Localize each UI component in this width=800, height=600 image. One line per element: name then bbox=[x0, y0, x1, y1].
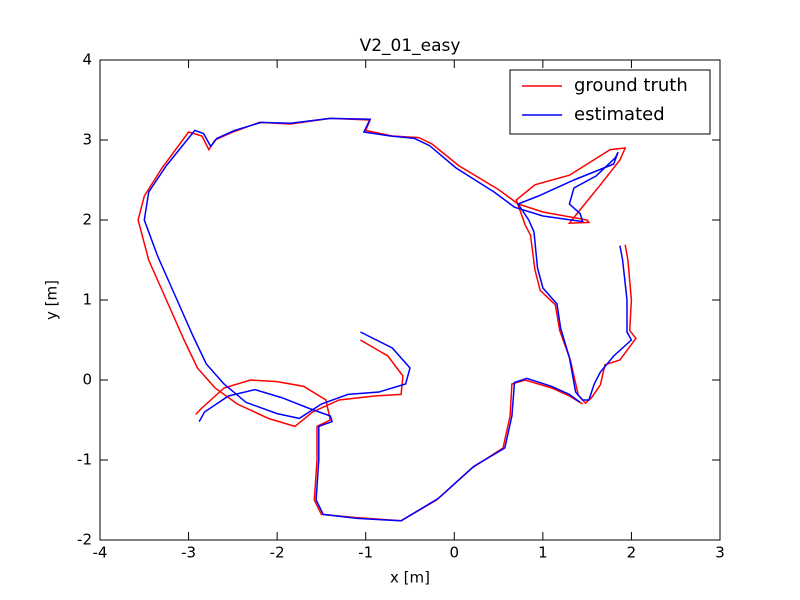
chart-title: V2_01_easy bbox=[360, 36, 461, 56]
legend-frame bbox=[509, 69, 711, 135]
y-tick-label: 1 bbox=[82, 291, 92, 309]
x-tick-label: -4 bbox=[93, 544, 108, 562]
legend-label: ground truth bbox=[574, 75, 688, 96]
y-tick-label: -2 bbox=[77, 531, 92, 549]
x-tick-label: -3 bbox=[181, 544, 196, 562]
y-axis-label: y [m] bbox=[43, 280, 61, 320]
x-tick-label: 0 bbox=[450, 544, 460, 562]
x-tick-label: 2 bbox=[627, 544, 637, 562]
x-axis-label: x [m] bbox=[390, 569, 430, 587]
x-tick-label: 1 bbox=[538, 544, 548, 562]
legend-label: estimated bbox=[574, 104, 665, 125]
y-tick-label: 0 bbox=[82, 371, 92, 389]
x-tick-label: -2 bbox=[270, 544, 285, 562]
trajectory-line bbox=[137, 117, 637, 522]
x-tick-label: 3 bbox=[715, 544, 725, 562]
trajectory-line bbox=[143, 117, 633, 522]
y-tick-label: 4 bbox=[82, 51, 92, 69]
y-tick-label: -1 bbox=[77, 451, 92, 469]
x-tick-label: -1 bbox=[358, 544, 373, 562]
y-tick-label: 2 bbox=[82, 211, 92, 229]
y-tick-label: 3 bbox=[82, 131, 92, 149]
